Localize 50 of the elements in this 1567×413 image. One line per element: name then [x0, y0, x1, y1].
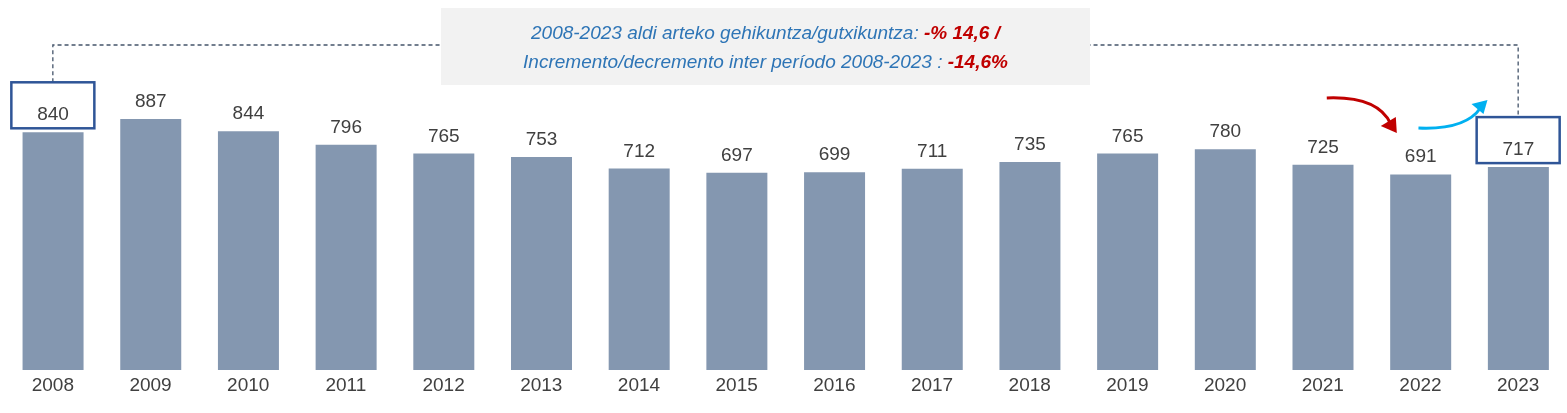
text: 2008-2023 aldi arteko gehikuntza/gutxikuntza: -% 14,6 / — [531, 21, 1000, 43]
bar — [1292, 164, 1354, 370]
bar — [511, 156, 572, 370]
data-label: 796 — [330, 115, 362, 137]
x-tick-label: 2012 — [422, 374, 465, 396]
data-label: 765 — [1111, 124, 1144, 146]
bar — [804, 172, 866, 370]
data-label: 725 — [1307, 135, 1339, 157]
bar — [315, 144, 377, 370]
x-tick-label: 2011 — [325, 374, 367, 396]
x-tick-label: 2023 — [1497, 374, 1540, 396]
x-tick-label: 2008 — [31, 374, 74, 396]
bar — [1487, 167, 1549, 370]
x-tick-label: 2022 — [1399, 374, 1442, 396]
bar — [1390, 174, 1452, 370]
data-label: 840 — [37, 103, 69, 125]
x-tick-label: 2018 — [1008, 374, 1051, 396]
x-tick-label: 2010 — [227, 374, 270, 396]
data-label: 697 — [721, 143, 753, 165]
bar — [608, 168, 670, 370]
x-tick-label: 2013 — [520, 374, 563, 396]
bar — [999, 162, 1061, 370]
data-label: 691 — [1404, 145, 1437, 167]
x-tick-label: 2014 — [617, 374, 661, 396]
bar — [901, 168, 963, 370]
x-tick-label: 2019 — [1106, 374, 1149, 396]
bar — [22, 132, 84, 370]
x-tick-label: 2009 — [129, 374, 172, 396]
bar — [1097, 153, 1159, 370]
x-tick-label: 2021 — [1301, 374, 1344, 396]
data-label: 699 — [818, 143, 851, 165]
bar — [1194, 149, 1256, 370]
data-label: 735 — [1014, 133, 1046, 155]
data-label: 765 — [427, 124, 460, 146]
text: Incremento/decremento inter período 2008-2023 : -14,6% — [523, 50, 1008, 72]
bar — [217, 131, 279, 370]
data-label: 887 — [134, 90, 167, 111]
data-label: 712 — [623, 139, 656, 161]
bar — [413, 153, 475, 370]
x-tick-label: 2017 — [910, 374, 954, 396]
data-label: 717 — [1502, 138, 1535, 160]
data-label: 711 — [917, 139, 948, 161]
x-tick-label: 2020 — [1203, 374, 1247, 396]
x-tick-label: 2016 — [813, 374, 856, 396]
x-tick-label: 2015 — [715, 374, 758, 396]
bar — [706, 172, 768, 370]
data-label: 844 — [232, 102, 265, 124]
data-label: 753 — [525, 127, 558, 149]
bar — [120, 119, 182, 370]
data-label: 780 — [1209, 120, 1242, 142]
